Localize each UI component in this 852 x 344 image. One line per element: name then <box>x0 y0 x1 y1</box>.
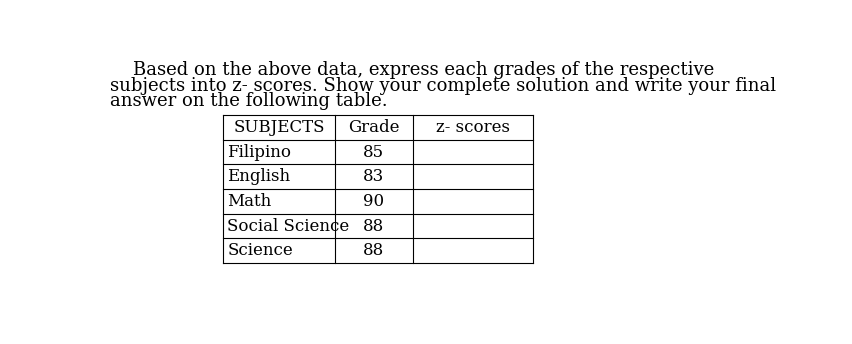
Text: SUBJECTS: SUBJECTS <box>233 119 325 136</box>
Text: 90: 90 <box>363 193 384 210</box>
Text: Filipino: Filipino <box>227 144 291 161</box>
Text: 85: 85 <box>363 144 384 161</box>
Text: English: English <box>227 168 291 185</box>
Text: 83: 83 <box>363 168 384 185</box>
Text: Science: Science <box>227 242 293 259</box>
Text: 88: 88 <box>363 217 384 235</box>
Text: subjects into z- scores. Show your complete solution and write your final: subjects into z- scores. Show your compl… <box>111 77 776 95</box>
Text: z- scores: z- scores <box>435 119 509 136</box>
Text: Grade: Grade <box>348 119 400 136</box>
Text: Based on the above data, express each grades of the respective: Based on the above data, express each gr… <box>111 61 715 79</box>
Text: 88: 88 <box>363 242 384 259</box>
Text: Social Science: Social Science <box>227 217 349 235</box>
Text: answer on the following table.: answer on the following table. <box>111 92 388 110</box>
Text: Math: Math <box>227 193 272 210</box>
